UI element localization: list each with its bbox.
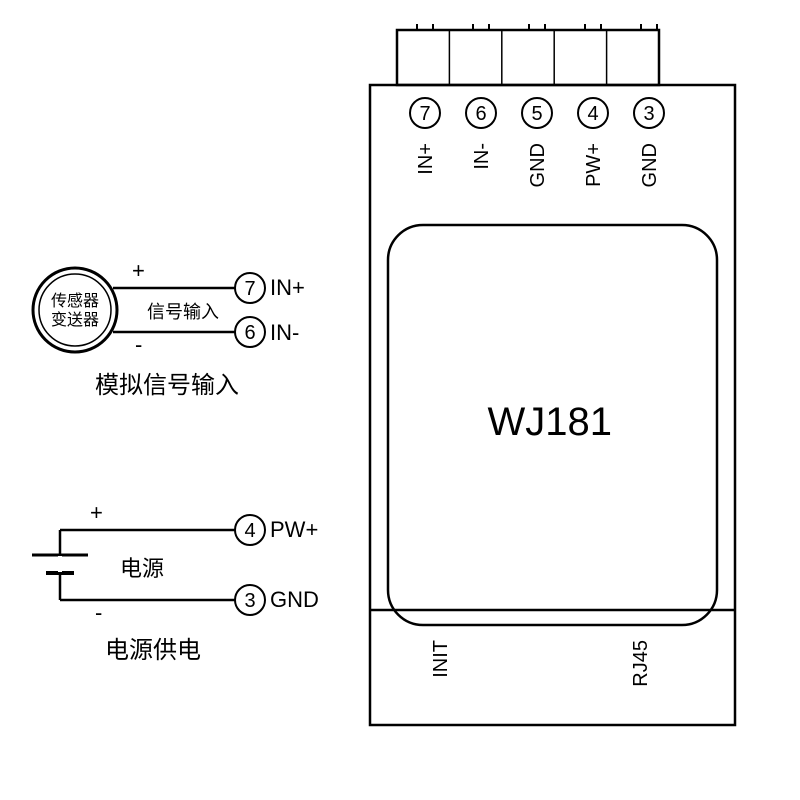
svg-text:6: 6 (244, 322, 255, 344)
device-model: WJ181 (488, 400, 613, 445)
sensor-label: 传感器变送器 (45, 292, 105, 330)
svg-text:7: 7 (419, 103, 430, 125)
signal-input-label: 信号输入 (147, 298, 219, 324)
pin7-label: IN+ (270, 275, 305, 301)
pin3-label: GND (270, 587, 319, 613)
svg-text:6: 6 (475, 103, 486, 125)
power-caption: 电源供电 (105, 630, 201, 665)
power-minus: - (95, 600, 102, 626)
svg-text:3: 3 (244, 590, 255, 612)
bottom-label-rj45: RJ45 (630, 640, 653, 687)
pin6-label: IN- (270, 320, 299, 346)
pin4-label: PW+ (270, 517, 318, 543)
svg-text:5: 5 (531, 103, 542, 125)
signal-caption: 模拟信号输入 (95, 365, 239, 400)
svg-text:4: 4 (244, 520, 255, 542)
signal-minus: - (135, 332, 142, 358)
terminal-label-6: IN- (471, 143, 494, 170)
svg-text:7: 7 (244, 278, 255, 300)
power-plus: + (90, 500, 103, 526)
svg-text:3: 3 (643, 103, 654, 125)
terminal-label-4: PW+ (583, 143, 606, 187)
terminal-label-7: IN+ (415, 143, 438, 175)
terminal-label-5: GND (527, 143, 550, 187)
svg-text:4: 4 (587, 103, 598, 125)
bottom-label-init: INIT (430, 640, 453, 678)
signal-plus: + (132, 258, 145, 284)
power-label: 电源 (120, 551, 164, 583)
terminal-label-3: GND (639, 143, 662, 187)
